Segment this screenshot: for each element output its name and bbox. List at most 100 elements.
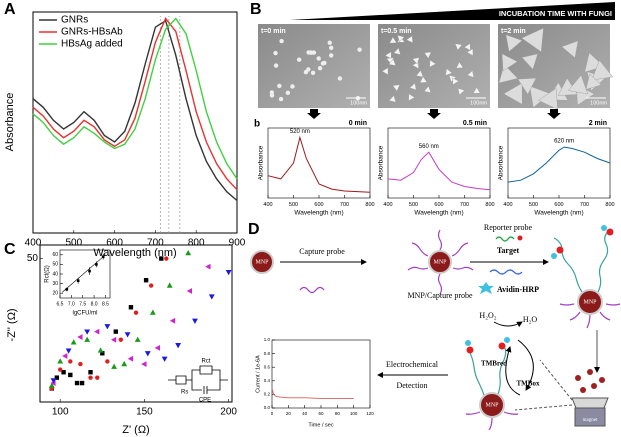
panel-label: D — [248, 221, 260, 238]
point — [84, 336, 91, 342]
y-axis-title: Absorbance — [4, 93, 16, 152]
particle — [337, 76, 343, 81]
series-line — [387, 151, 491, 191]
point — [104, 324, 111, 330]
plot-frame — [39, 244, 233, 403]
x-axis-title: lgCFU/ml — [73, 311, 98, 317]
label-icon — [504, 337, 510, 343]
peak-label: 560 nm — [419, 144, 439, 150]
particle — [591, 59, 614, 81]
x-tick-label: 800 — [365, 202, 374, 208]
probe-icon — [517, 235, 523, 241]
scale-label: 100nm — [350, 100, 367, 106]
point — [124, 332, 131, 338]
arrow — [505, 346, 521, 396]
point — [105, 359, 110, 364]
point — [205, 263, 211, 270]
x-tick-label: 500 — [529, 202, 538, 208]
x-tick-label: 900 — [229, 238, 246, 249]
y-tick-label: 50 — [52, 262, 58, 268]
particle — [388, 95, 397, 103]
x-tick-label: 7.5 — [79, 301, 86, 307]
point — [58, 367, 63, 372]
point — [111, 363, 118, 369]
x-tick-label: 60 — [318, 411, 324, 416]
time-label: 2 min — [589, 120, 607, 127]
point — [144, 351, 151, 357]
x-tick-label: 500 — [409, 202, 418, 208]
mnp-label: MNP — [485, 402, 499, 408]
point — [84, 329, 91, 335]
y-axis-title: -Z'' (Ω) — [6, 308, 18, 341]
point — [113, 329, 118, 334]
point — [88, 370, 93, 375]
time-label: 0.5 min — [463, 120, 487, 127]
point — [159, 256, 164, 261]
point — [186, 288, 193, 294]
plot-frame — [387, 127, 491, 199]
particle — [429, 59, 437, 68]
legend-label: GNRs-HBsAb — [61, 27, 123, 38]
x-tick-label: 400 — [263, 202, 272, 208]
particle — [310, 70, 316, 75]
x-tick-label: 100 — [350, 411, 358, 416]
y-tick-label: 0.2 — [264, 392, 271, 397]
y-tick-label: 0.0 — [264, 405, 271, 410]
arrow — [517, 339, 534, 391]
particle — [452, 77, 460, 86]
particle — [381, 67, 389, 76]
panel-label: b — [254, 119, 260, 130]
series-line — [32, 17, 238, 180]
series-line — [32, 19, 238, 202]
legend-label: HBsAg added — [61, 39, 123, 50]
particle — [357, 47, 362, 52]
particle — [327, 40, 332, 45]
point — [208, 294, 215, 300]
point — [78, 361, 83, 367]
circuit-label: Rct — [202, 359, 211, 365]
particle — [409, 82, 417, 91]
point — [169, 317, 176, 324]
point — [118, 337, 124, 342]
point — [88, 269, 91, 273]
point — [149, 309, 156, 315]
x-axis-title: Z' (Ω) — [122, 424, 149, 436]
capture-probes — [407, 229, 474, 295]
target-icon — [489, 269, 523, 275]
panel-label: A — [4, 1, 16, 18]
sandwich — [553, 229, 621, 329]
x-tick-label: 700 — [580, 202, 589, 208]
particle — [419, 76, 428, 84]
x-tick-label: 600 — [314, 202, 323, 208]
diagram: MNP Capture probe MNP MNP/Capture probe … — [250, 223, 621, 431]
point — [148, 283, 154, 288]
plot-frame — [32, 11, 238, 234]
x-tick-label: 700 — [460, 202, 469, 208]
particle — [408, 93, 416, 102]
sem-images: t=0 min 100nm t=0.5 min 100nm t=2 min 100nm — [258, 24, 614, 119]
panel-label: C — [4, 241, 16, 258]
y-tick-label: 40 — [52, 271, 58, 277]
y-axis-title: Current / 1e-6A — [255, 355, 261, 393]
panel-label: B — [250, 1, 262, 18]
point — [97, 347, 104, 353]
point — [48, 382, 55, 388]
step-label: Capture probe — [299, 247, 345, 256]
point — [95, 263, 98, 266]
point — [128, 305, 134, 310]
x-tick-label: 800 — [485, 202, 494, 208]
time-wedge — [290, 2, 615, 20]
sem-image — [378, 24, 490, 108]
particle — [406, 35, 413, 44]
x-tick-label: 400 — [25, 238, 42, 249]
y-tick-label: 0.4 — [264, 378, 271, 383]
x-tick-label: 120 — [366, 411, 374, 416]
label-icon — [606, 228, 614, 236]
series-line — [507, 146, 611, 183]
step-label: Detection — [396, 381, 427, 390]
particle — [277, 83, 282, 89]
step-label: Target — [497, 246, 520, 255]
particle — [388, 58, 397, 66]
particle — [278, 96, 284, 102]
particle — [521, 53, 538, 70]
